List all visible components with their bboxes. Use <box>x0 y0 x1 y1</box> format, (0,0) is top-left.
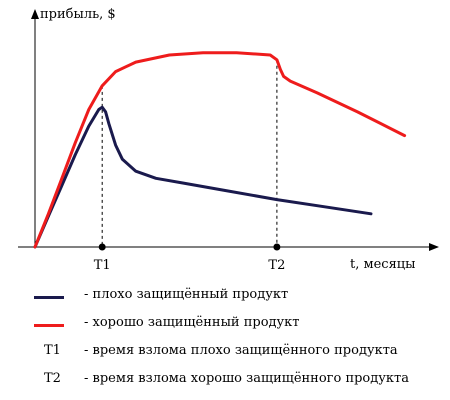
x-axis-label: t, месяцы <box>350 257 415 272</box>
legend-item-good: - хорошо защищённый продукт <box>0 312 450 340</box>
legend-item-t1: T1 - время взлома плохо защищённого прод… <box>0 340 450 368</box>
legend-line-good <box>34 324 64 327</box>
legend-text-poor: - плохо защищённый продукт <box>84 287 289 302</box>
legend-key-t1: T1 <box>44 343 61 358</box>
legend-text-t2: - время взлома хорошо защищённого продук… <box>84 371 409 386</box>
legend: - плохо защищённый продукт - хорошо защи… <box>0 284 450 396</box>
legend-text-t1: - время взлома плохо защищённого продукт… <box>84 343 398 358</box>
tick-marker-t1 <box>98 243 106 251</box>
legend-text-good: - хорошо защищённый продукт <box>84 315 300 330</box>
y-axis-label: прибыль, $ <box>40 7 116 22</box>
tick-label-t2: T2 <box>268 258 285 273</box>
legend-line-poor <box>34 296 64 299</box>
tick-marker-t2 <box>273 243 281 251</box>
profit-chart: прибыль, $ t, месяцы T1 T2 <box>18 7 439 273</box>
tick-label-t1: T1 <box>94 258 111 273</box>
series-line-poor <box>33 105 373 249</box>
legend-item-t2: T2 - время взлома хорошо защищённого про… <box>0 368 450 396</box>
legend-item-poor: - плохо защищённый продукт <box>0 284 450 312</box>
legend-key-t2: T2 <box>44 371 61 386</box>
series-line-good <box>33 51 407 249</box>
